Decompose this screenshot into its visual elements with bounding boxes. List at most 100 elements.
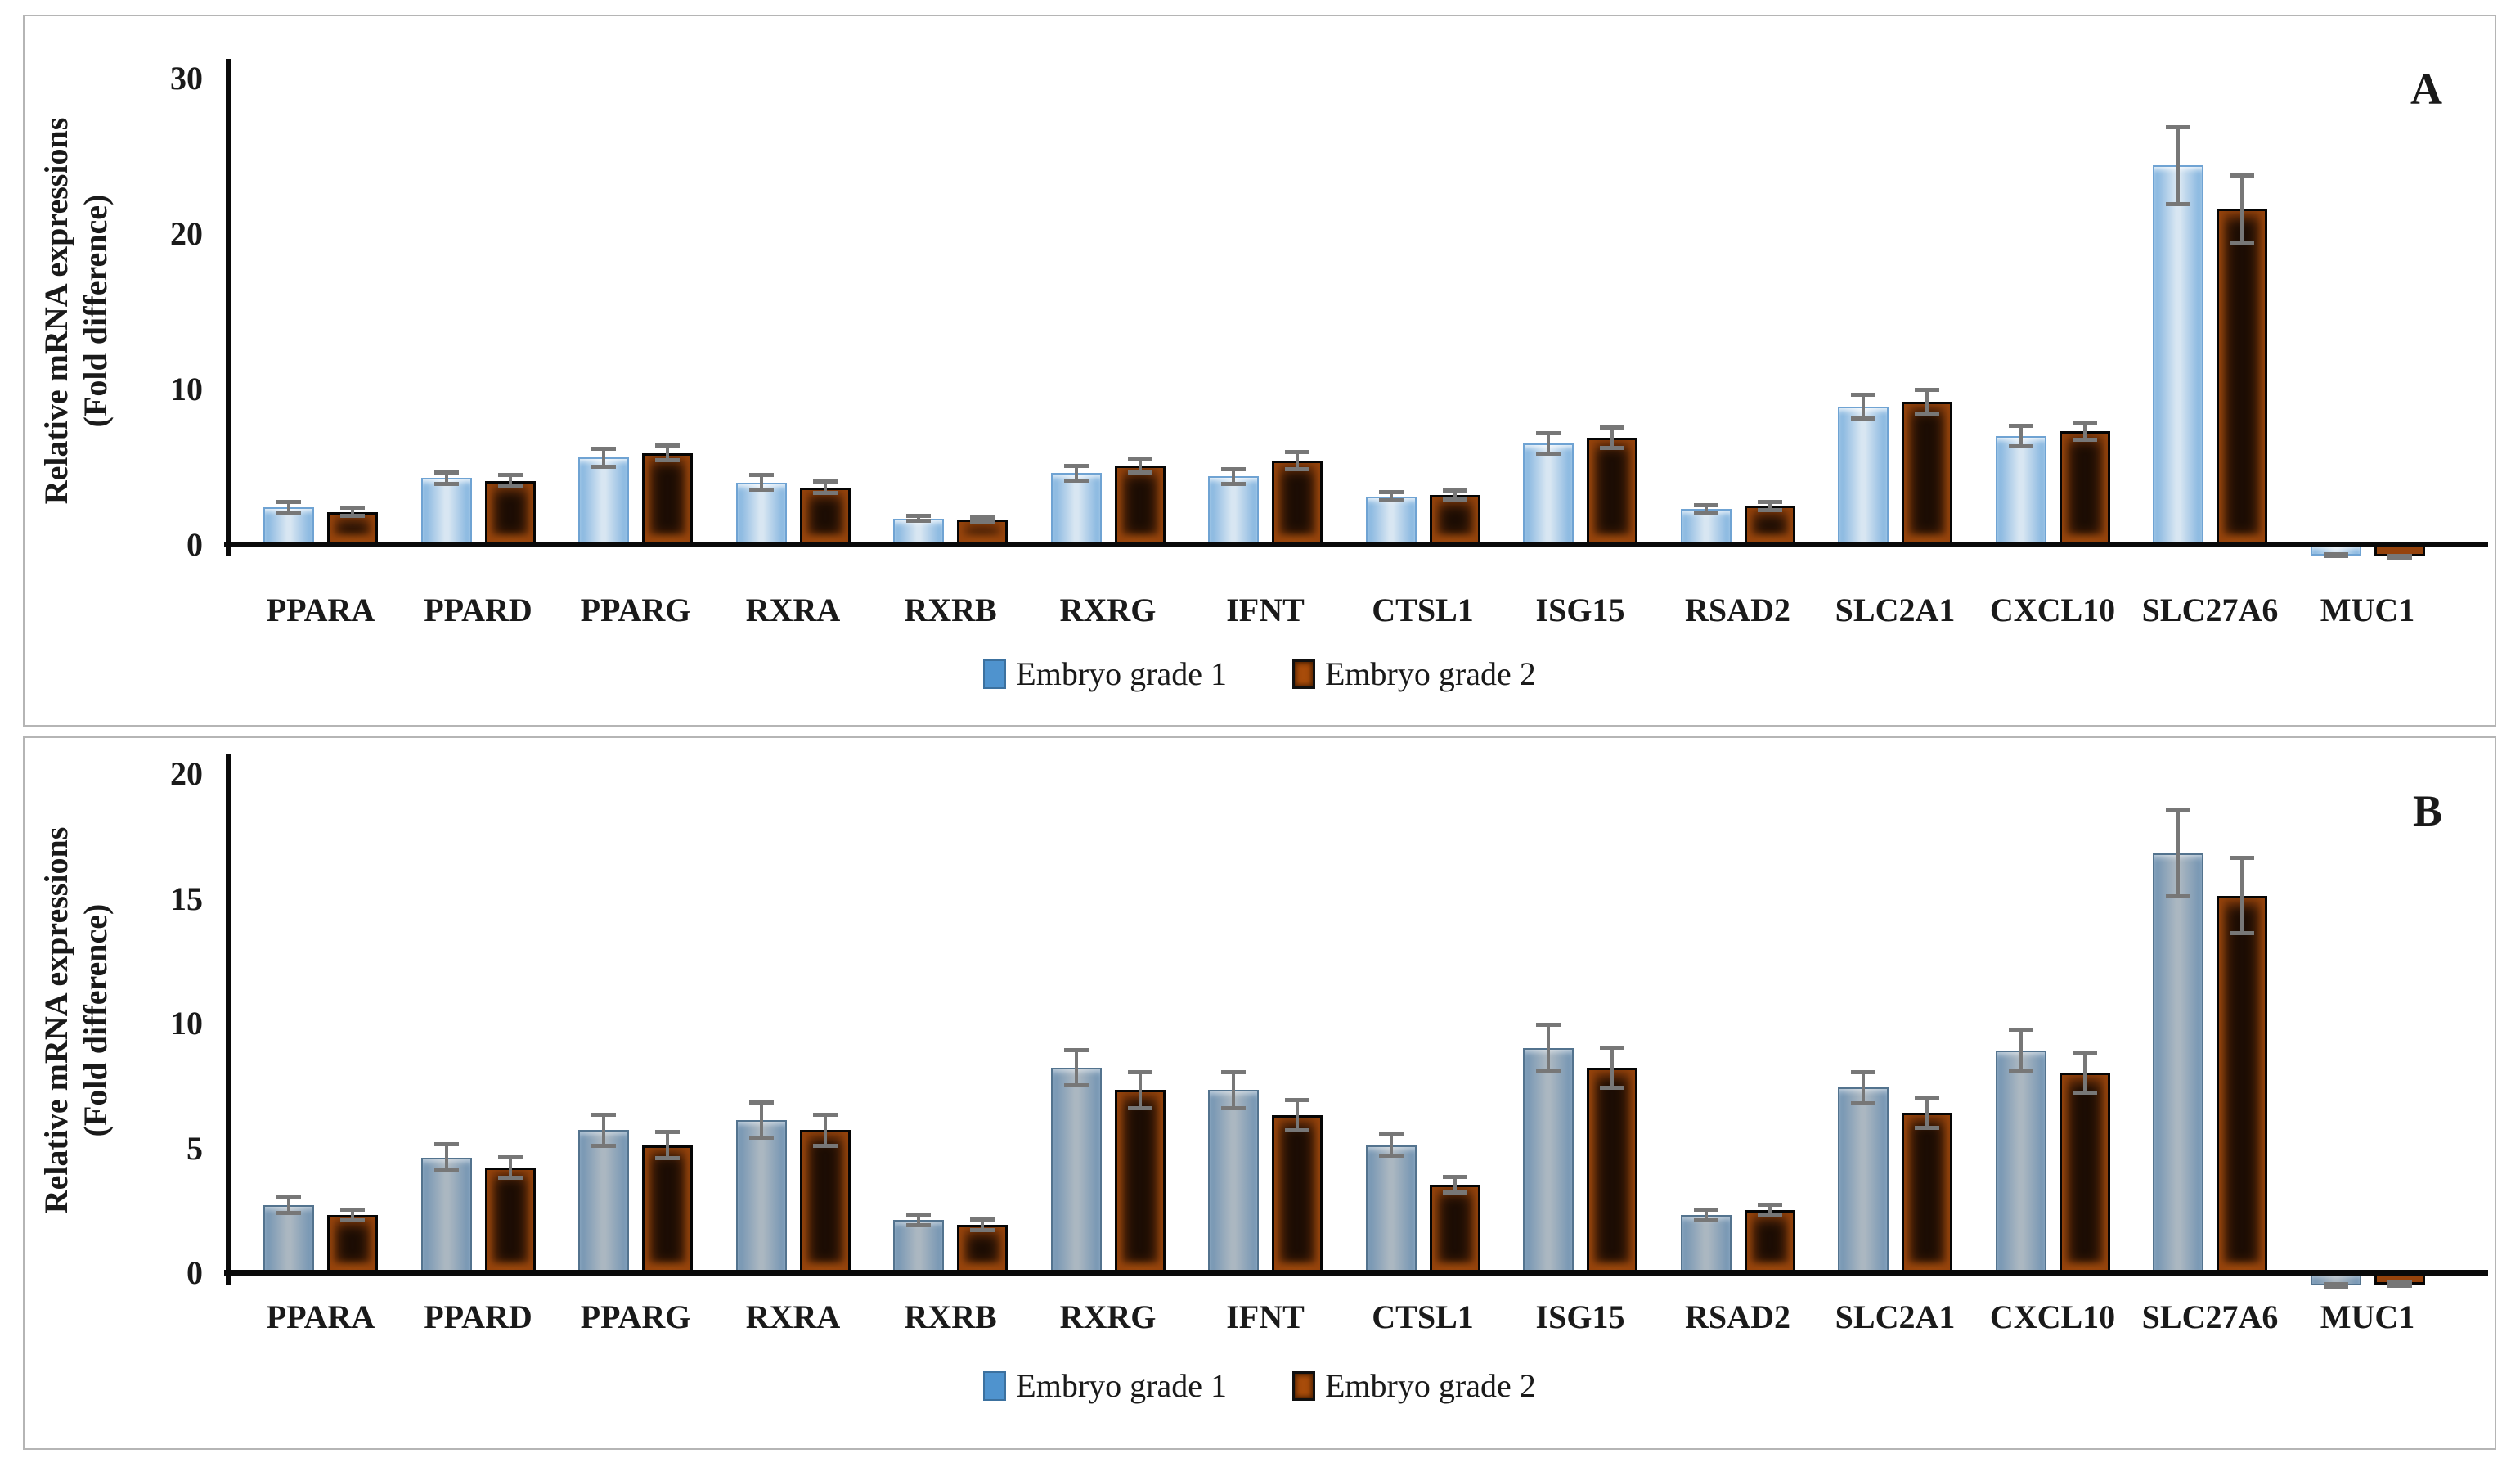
bar-rxra-grade2	[799, 1130, 851, 1273]
error-bar-rxrb-grade2	[970, 1217, 995, 1233]
category-label-cxcl10: CXCL10	[1989, 592, 2116, 628]
category-label-muc1: MUC1	[2320, 592, 2415, 628]
bar-cxcl10-grade1	[1995, 1050, 2046, 1273]
bar-ctsl1-grade1	[1365, 496, 1417, 545]
error-bar-rsad2-grade2	[1757, 1202, 1782, 1218]
bar-cxcl10-grade2	[2059, 1073, 2110, 1273]
legend-item-grade2: Embryo grade 2	[1292, 1368, 1536, 1404]
error-bar-pparg-grade1	[591, 447, 616, 469]
error-bar-rxrg-grade2	[1127, 456, 1152, 475]
bar-rxra-grade1	[735, 482, 787, 545]
error-bar-rxra-grade2	[812, 1112, 838, 1148]
bar-rxrg-grade1	[1050, 1067, 1102, 1273]
y-tick-label: 10	[170, 371, 203, 407]
legend-b: Embryo grade 1 Embryo grade 2	[25, 1368, 2495, 1404]
error-bar-muc1-grade1	[2323, 551, 2348, 559]
error-bar-muc1-grade1	[2323, 1281, 2348, 1289]
bar-ifnt-grade2	[1272, 1114, 1323, 1273]
category-label-ppard: PPARD	[424, 1298, 532, 1335]
error-bar-ppara-grade1	[276, 1195, 301, 1216]
error-bar-slc2a1-grade2	[1915, 1095, 1939, 1131]
bar-slc2a1-grade1	[1838, 406, 1889, 545]
category-label-rxra: RXRA	[745, 1298, 841, 1335]
bar-rxrg-grade2	[1114, 1090, 1166, 1273]
legend-label-grade1: Embryo grade 1	[1016, 1367, 1227, 1404]
error-bar-slc27a6-grade1	[2166, 808, 2190, 898]
y-axis-title-line1: Relative mRNA expressions	[38, 826, 74, 1214]
error-bar-slc2a1-grade2	[1915, 387, 1939, 416]
bar-ifnt-grade1	[1208, 1090, 1259, 1273]
error-bar-isg15-grade1	[1536, 431, 1561, 457]
error-bar-rsad2-grade2	[1757, 499, 1782, 513]
error-bar-rxrb-grade1	[906, 513, 931, 524]
bar-pparg-grade2	[642, 1145, 693, 1273]
y-axis-title-line2: (Fold difference)	[77, 194, 114, 428]
error-bar-slc27a6-grade2	[2230, 173, 2254, 245]
y-axis-title: Relative mRNA expressions (Fold differen…	[37, 758, 119, 1282]
bar-isg15-grade1	[1523, 443, 1574, 545]
panel-b: Relative mRNA expressions (Fold differen…	[23, 736, 2496, 1450]
error-bar-ctsl1-grade2	[1442, 488, 1467, 502]
bar-ppara-grade1	[263, 1204, 314, 1273]
bar-cxcl10-grade2	[2059, 431, 2110, 545]
y-axis-line	[226, 754, 231, 1285]
panel-a: Relative mRNA expressions (Fold differen…	[23, 15, 2496, 727]
error-bar-slc27a6-grade2	[2230, 855, 2254, 936]
error-bar-slc2a1-grade1	[1851, 1070, 1875, 1105]
category-label-muc1: MUC1	[2320, 1298, 2415, 1335]
category-label-ctsl1: CTSL1	[1372, 592, 1474, 628]
error-bar-rxrb-grade2	[970, 515, 995, 525]
bar-ctsl1-grade2	[1429, 1185, 1480, 1273]
bar-ifnt-grade1	[1208, 476, 1259, 545]
x-axis-line	[224, 1270, 2488, 1276]
bar-ppard-grade1	[420, 1157, 472, 1273]
category-label-ppara: PPARA	[266, 592, 375, 628]
category-label-ifnt: IFNT	[1226, 592, 1305, 628]
legend-swatch-grade1	[983, 1371, 1007, 1401]
error-bar-ifnt-grade1	[1221, 466, 1246, 486]
category-label-cxcl10: CXCL10	[1989, 1298, 2116, 1335]
legend-label-grade2: Embryo grade 2	[1325, 655, 1536, 692]
error-bar-rxra-grade1	[748, 1100, 774, 1141]
error-bar-pparg-grade2	[655, 443, 680, 463]
error-bar-muc1-grade2	[2387, 1280, 2412, 1289]
bar-ppard-grade2	[484, 480, 536, 545]
bar-rxra-grade2	[799, 487, 851, 545]
error-bar-ppara-grade1	[276, 499, 301, 515]
error-bar-ppara-grade2	[340, 506, 365, 519]
bar-pparg-grade1	[578, 457, 629, 545]
error-bar-rxra-grade2	[812, 479, 838, 495]
category-label-rsad2: RSAD2	[1685, 592, 1790, 628]
error-bar-ctsl1-grade1	[1378, 1132, 1404, 1158]
plot-area-a: 0 10 20 30 PPARA PPARD PPARG RXRA RXRB RXRG IFNT CT…	[25, 16, 2495, 725]
y-tick-label: 0	[186, 1254, 203, 1291]
error-bar-slc2a1-grade1	[1851, 392, 1875, 421]
legend-swatch-grade2	[1292, 1371, 1315, 1401]
bar-rsad2-grade1	[1680, 1214, 1732, 1273]
bar-rxra-grade1	[735, 1120, 787, 1273]
legend-swatch-grade1	[983, 659, 1007, 689]
y-tick-label: 20	[170, 215, 203, 252]
bar-rxrb-grade1	[893, 1220, 944, 1273]
error-bar-isg15-grade2	[1600, 425, 1624, 451]
category-label-ppara: PPARA	[266, 1298, 375, 1335]
error-bar-ppard-grade1	[433, 470, 459, 486]
error-bar-isg15-grade1	[1536, 1023, 1561, 1073]
y-tick-label: 30	[170, 60, 203, 97]
y-tick-label: 15	[170, 880, 203, 917]
error-bar-rsad2-grade1	[1693, 1207, 1718, 1223]
plot-area-b: 0 5 10 15 20 PPARA PPARD PPARG RXRA RXRB RXRG IFNT C…	[25, 738, 2495, 1448]
category-label-ifnt: IFNT	[1226, 1298, 1305, 1335]
x-axis-line	[224, 542, 2488, 547]
error-bar-rxrg-grade2	[1127, 1070, 1152, 1110]
y-tick-label: 20	[170, 755, 203, 792]
legend-item-grade1: Embryo grade 1	[983, 656, 1227, 692]
category-label-isg15: ISG15	[1535, 592, 1625, 628]
bar-ctsl1-grade2	[1429, 495, 1480, 545]
bar-slc2a1-grade2	[1902, 402, 1952, 545]
error-bar-rxrg-grade1	[1063, 464, 1089, 483]
bar-isg15-grade2	[1587, 437, 1637, 545]
category-label-rxrb: RXRB	[904, 1298, 997, 1335]
bar-rxrg-grade1	[1050, 473, 1102, 545]
error-bar-rxra-grade1	[748, 473, 774, 493]
